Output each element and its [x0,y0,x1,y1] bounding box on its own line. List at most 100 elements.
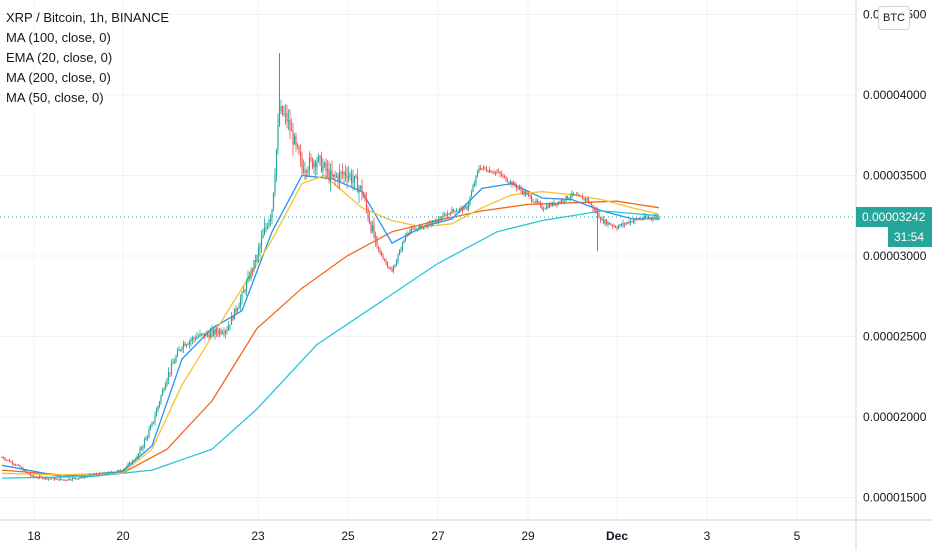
candle-body [127,464,129,467]
candle-body [140,448,143,450]
candle-body [314,162,317,168]
candle-body [143,439,146,447]
candle-body [494,171,497,173]
candle-body [625,223,627,225]
candle-body [145,437,147,440]
candle-body [646,216,648,218]
candle-body [116,470,119,472]
candle-body [20,467,23,469]
candle-body [532,200,534,202]
candle-body [86,476,89,478]
candle-body [400,249,402,251]
candle-body [365,199,368,208]
candle-body [541,204,543,209]
candle-body [430,222,432,225]
candle-body [377,246,380,250]
candle-body [352,180,354,183]
candle-body [304,171,306,173]
candle-body [274,174,276,193]
candle-body [272,192,275,210]
candle-body [479,168,482,170]
candle-body [316,161,318,168]
candle-body [640,218,642,220]
x-tick-label: Dec [606,529,628,543]
candle-body [470,191,473,198]
candle-body [191,337,194,340]
candle-body [485,168,488,171]
legend-item-ema20[interactable]: EMA (20, close, 0) [6,50,113,65]
candle-body [83,476,86,478]
candle-body [112,472,114,474]
candle-body [506,180,509,183]
candle-body [181,347,183,350]
candle-body [656,216,659,219]
candle-body [68,478,71,480]
candle-body [475,175,477,184]
candle-body [530,196,533,201]
candle-body [574,194,576,196]
candle-body [562,199,564,202]
candle-body [448,213,450,215]
currency-button[interactable]: BTC [878,6,910,30]
candle-body [196,336,198,340]
candle-body [620,224,623,226]
candle-body [277,125,279,150]
candle-body [34,476,36,478]
candle-body [76,478,78,480]
candle-body [47,478,50,480]
candle-body [653,217,656,219]
candle-body [451,209,453,214]
candle-body [286,113,288,122]
candle-body [406,233,408,237]
candle-body [436,219,438,223]
candle-body [368,217,371,223]
candle-body [350,174,353,183]
candle-body [389,268,392,270]
legend-item-ma50[interactable]: MA (50, close, 0) [6,90,104,105]
candle-body [131,460,134,464]
candle-body [376,236,378,247]
candle-body [41,476,44,479]
candle-body [110,471,113,473]
candle-body [313,162,315,168]
candle-body [70,479,72,481]
candle-body [88,474,90,477]
candle-body [547,205,549,208]
candle-body [113,472,116,474]
candle-body [484,167,486,169]
candle-body [374,236,377,238]
candle-body [491,172,494,174]
candle-body [529,194,531,197]
legend-item-ma200[interactable]: MA (200, close, 0) [6,70,111,85]
legend-item-ma100[interactable]: MA (100, close, 0) [6,30,111,45]
candle-body [227,325,230,331]
candle-body [379,249,381,253]
candle-body [349,174,351,176]
candle-body [577,194,579,196]
candle-body [526,193,528,195]
candle-body [373,225,375,237]
candle-body [523,191,525,194]
candle-body [107,472,110,474]
candle-body [587,198,590,203]
candle-body [119,469,122,472]
candle-body [398,250,401,256]
candle-body [11,461,14,464]
candle-body [74,478,77,480]
candle-body [394,265,396,268]
y-tick-label: 0.00001500 [863,490,927,504]
candle-body [496,171,498,173]
candle-body [460,207,462,209]
candle-body [188,341,191,345]
candle-body [347,175,350,178]
candle-body [221,332,224,334]
candle-body [331,170,333,177]
candle-body [7,459,9,461]
candle-body [551,202,554,206]
candle-body [209,332,212,338]
candle-body [50,478,53,480]
candle-body [403,240,405,243]
candle-body [404,236,407,241]
candle-body [311,158,314,168]
